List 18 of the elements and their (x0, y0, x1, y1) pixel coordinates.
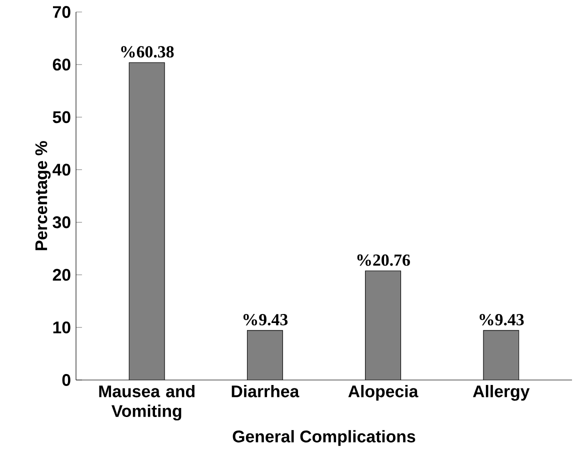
y-tick-label: 20 (52, 268, 70, 281)
data-label: %9.43 (243, 314, 288, 326)
x-axis-title: General Complications (232, 430, 416, 446)
y-tick-label: 50 (52, 111, 70, 124)
x-tick-label: Allergy (472, 384, 530, 401)
data-label: %20.76 (357, 254, 410, 266)
x-tick-label: Mausea and Vomiting (99, 384, 194, 420)
x-tick-label: Diarrhea (232, 384, 300, 398)
y-tick-label: 70 (53, 6, 70, 18)
y-tick-label: 10 (53, 321, 70, 334)
y-tick-label: 30 (52, 216, 70, 228)
y-tick-label: 40 (52, 164, 70, 176)
y-tick-label: 0 (62, 374, 70, 386)
y-tick-label: 60 (52, 58, 70, 71)
data-label: %60.38 (121, 46, 174, 58)
data-label: %9.43 (480, 314, 524, 326)
y-axis-title: Percentage % (35, 141, 51, 250)
x-tick-label: Alopecia (348, 384, 418, 401)
